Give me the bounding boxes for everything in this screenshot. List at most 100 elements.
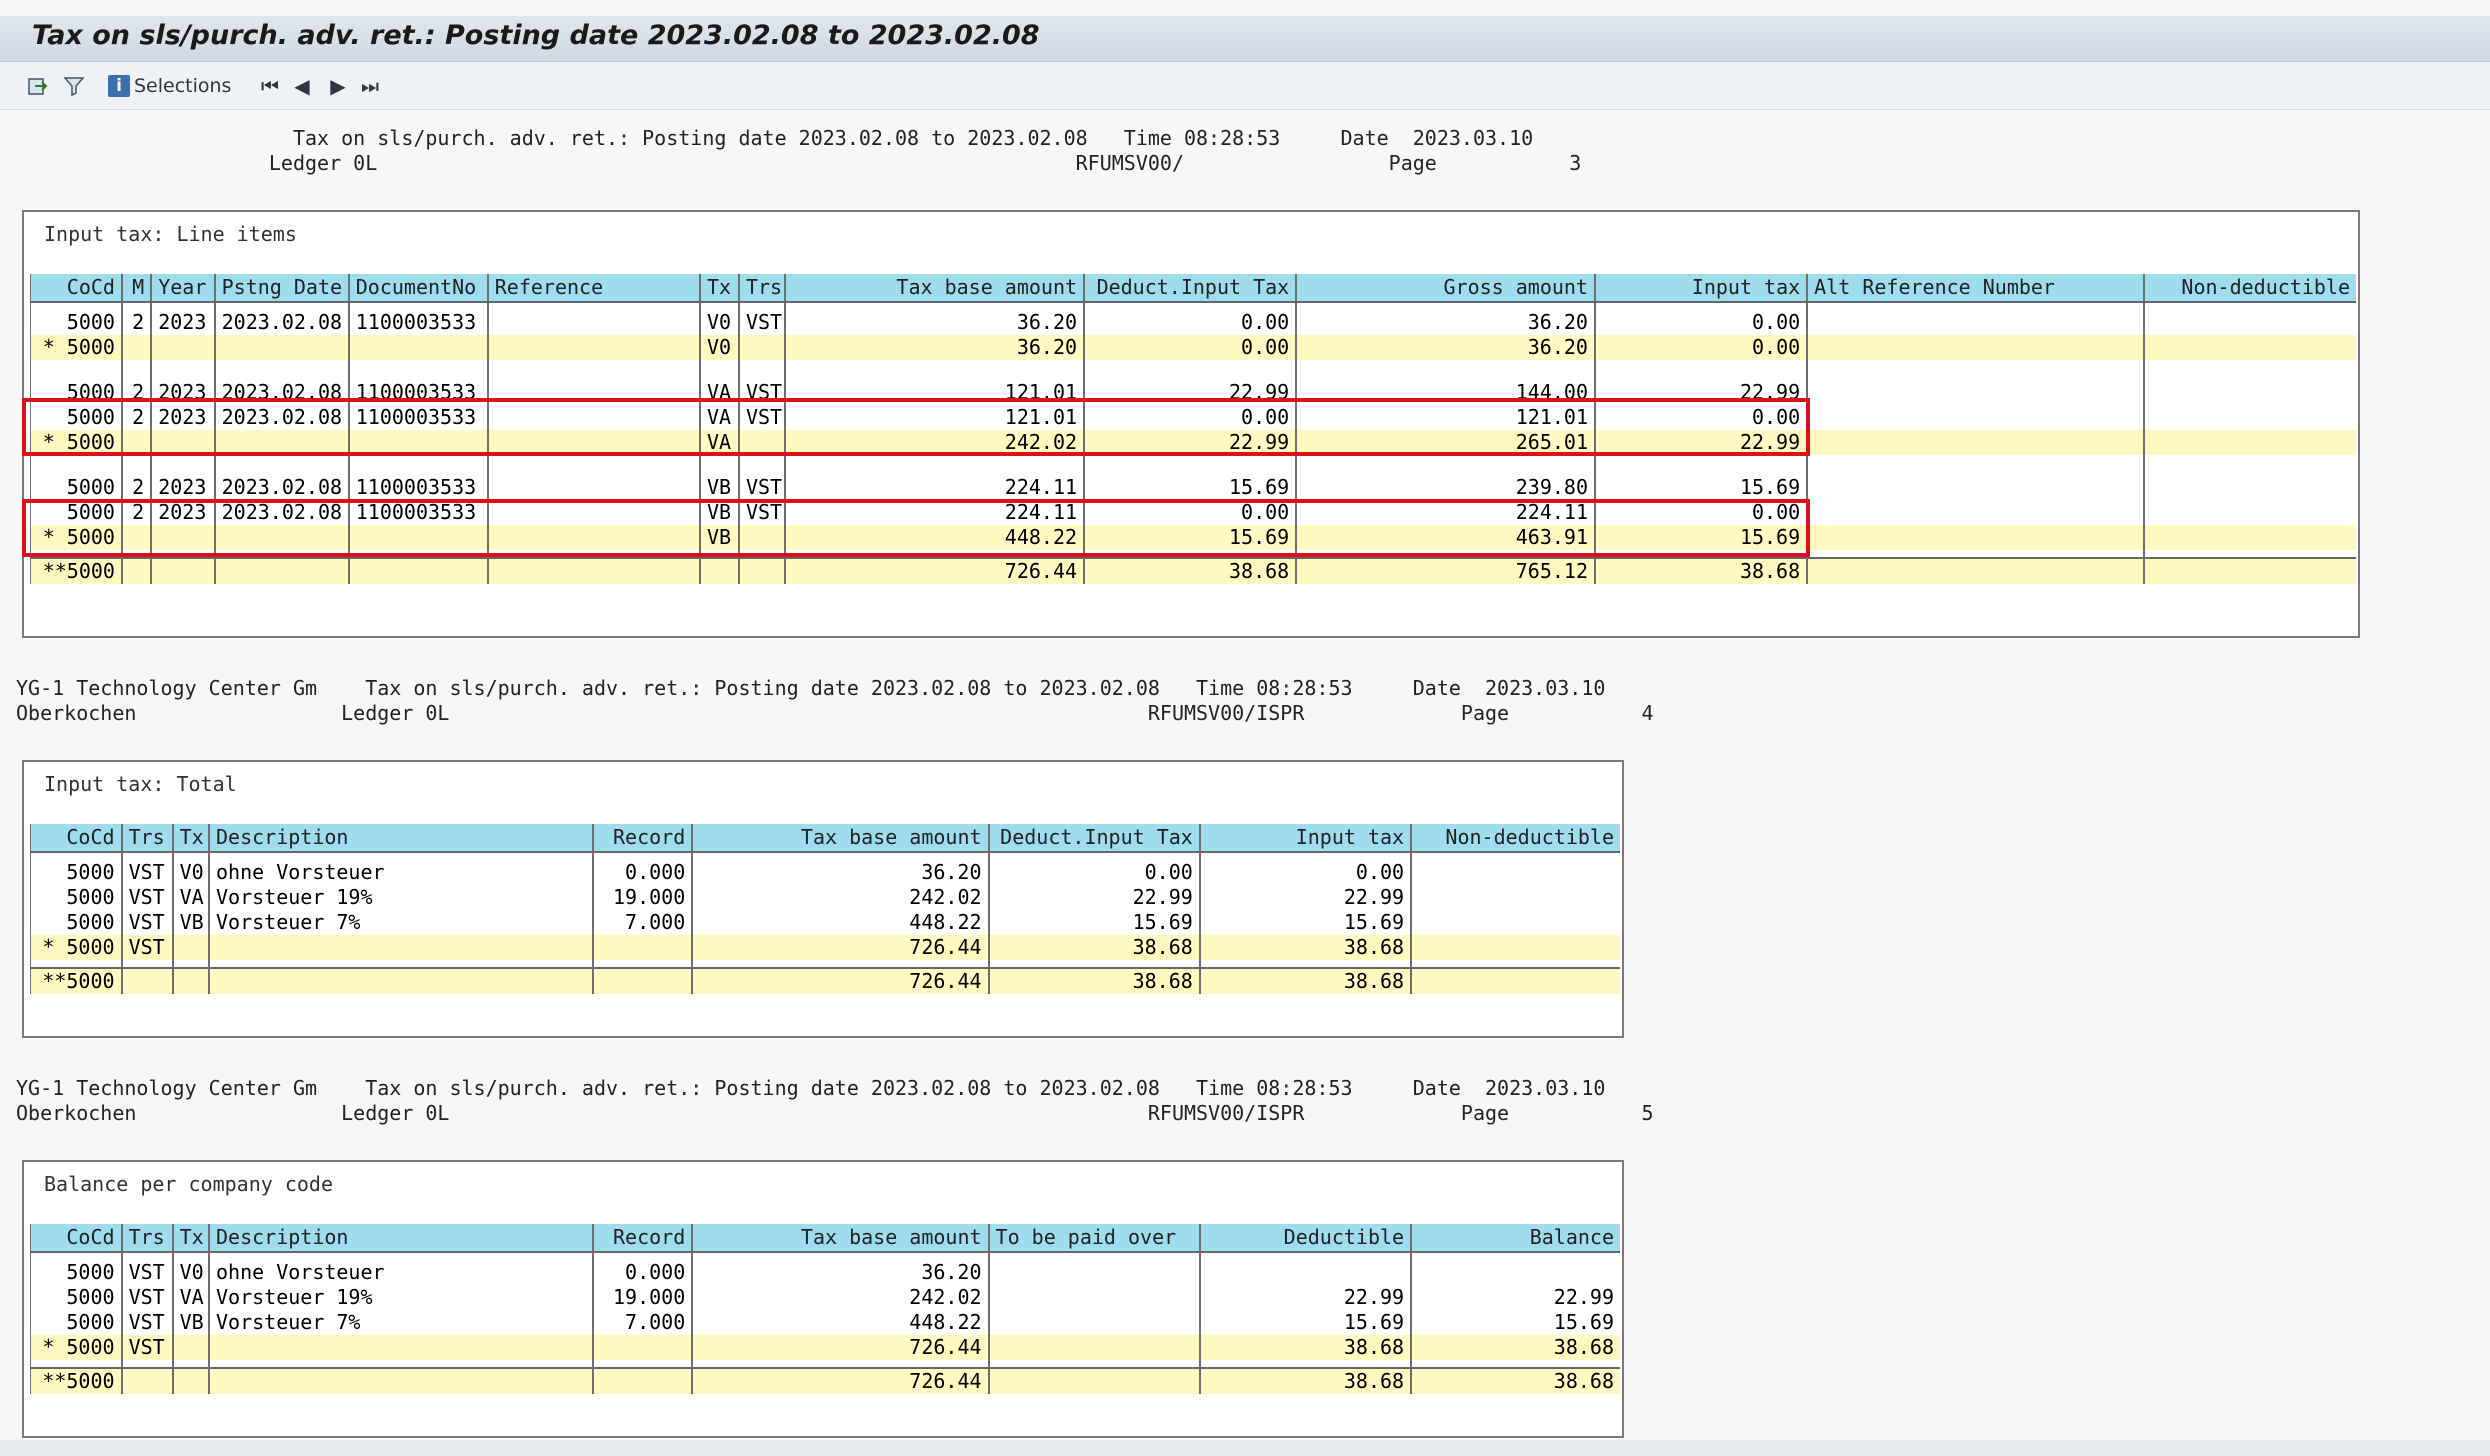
cell: 2023.02.08 bbox=[213, 405, 349, 430]
column-header[interactable]: Tax base amount bbox=[784, 274, 1085, 303]
cell: Vorsteuer 19% bbox=[207, 1285, 593, 1310]
column-header[interactable]: Tx bbox=[171, 824, 209, 853]
column-header[interactable]: Deduct.Input Tax bbox=[1083, 274, 1297, 303]
last-page-icon[interactable]: ⏭ bbox=[361, 74, 379, 98]
cell: 0.00 bbox=[1593, 310, 1808, 335]
cell: ohne Vorsteuer bbox=[207, 860, 593, 885]
title-bar: Tax on sls/purch. adv. ret.: Posting dat… bbox=[0, 16, 2490, 62]
balance-table: CoCd Trs Tx Description Record Tax base amoun… bbox=[29, 1224, 1620, 1394]
cell: 0.00 bbox=[987, 860, 1200, 885]
column-header[interactable]: Trs bbox=[737, 274, 786, 303]
subtotal-row[interactable]: * 5000 VST 726.44 38.68 38.68 bbox=[29, 1335, 1620, 1360]
total-row[interactable]: **5000 726.44 38.68 38.68 bbox=[29, 1367, 1620, 1394]
column-header[interactable]: Trs bbox=[120, 824, 173, 853]
first-page-icon[interactable]: ⏮ bbox=[261, 74, 279, 98]
column-header[interactable]: Description bbox=[207, 824, 593, 853]
previous-page-icon[interactable]: ◀ bbox=[294, 74, 310, 98]
column-header[interactable]: Year bbox=[150, 274, 215, 303]
table-row[interactable]: 5000 VST V0 ohne Vorsteuer 0.000 36.20 0.00 0.0… bbox=[29, 860, 1620, 885]
column-header[interactable]: Tx bbox=[171, 1224, 209, 1253]
column-header[interactable]: CoCd bbox=[29, 824, 122, 853]
cell bbox=[1198, 1260, 1412, 1285]
cell bbox=[347, 525, 488, 550]
table-row[interactable]: 5000 VST VB Vorsteuer 7% 7.000 448.22 15.69 15.… bbox=[29, 1310, 1620, 1335]
cell: 144.00 bbox=[1295, 380, 1595, 405]
column-header[interactable]: Reference bbox=[486, 274, 700, 303]
cell: 38.68 bbox=[1198, 935, 1412, 960]
column-header[interactable]: Description bbox=[207, 1224, 593, 1253]
cell: VST bbox=[737, 475, 786, 500]
selections-button[interactable]: i Selections bbox=[108, 72, 231, 100]
column-header[interactable]: Gross amount bbox=[1295, 274, 1595, 303]
cell bbox=[347, 557, 488, 584]
table-row[interactable]: 5000 2 2023 2023.02.08 1100003533 VB VST 224.11… bbox=[29, 475, 2356, 500]
cell: 22.99 bbox=[1083, 380, 1297, 405]
table-row[interactable]: 5000 VST VB Vorsteuer 7% 7.000 448.22 15.69 15.… bbox=[29, 910, 1620, 935]
table-row[interactable]: 5000 2 2023 2023.02.08 1100003533 VA VST 121.01… bbox=[29, 405, 2356, 430]
cell: 121.01 bbox=[784, 405, 1085, 430]
cell bbox=[213, 525, 349, 550]
cell: 22.99 bbox=[1198, 1285, 1412, 1310]
table-row[interactable]: 5000 2 2023 2023.02.08 1100003533 VB VST 224.11… bbox=[29, 500, 2356, 525]
column-header[interactable]: Non-deductible bbox=[2142, 274, 2356, 303]
column-header[interactable]: DocumentNo bbox=[347, 274, 488, 303]
cell bbox=[150, 335, 215, 360]
cell: 36.20 bbox=[784, 310, 1085, 335]
column-header[interactable]: Record bbox=[591, 1224, 693, 1253]
cell: 5000 bbox=[29, 860, 122, 885]
column-header[interactable]: Trs bbox=[120, 1224, 173, 1253]
column-header[interactable]: Record bbox=[591, 824, 693, 853]
table-row[interactable]: 5000 VST VA Vorsteuer 19% 19.000 242.02 22.99 2… bbox=[29, 885, 1620, 910]
column-header[interactable]: Alt Reference Number bbox=[1806, 274, 2144, 303]
cell bbox=[171, 967, 209, 994]
column-header[interactable]: CoCd bbox=[29, 274, 122, 303]
column-header[interactable]: Input tax bbox=[1593, 274, 1808, 303]
cell: ohne Vorsteuer bbox=[207, 1260, 593, 1285]
cell bbox=[207, 967, 593, 994]
subtotal-row[interactable]: * 5000 VST 726.44 38.68 38.68 bbox=[29, 935, 1620, 960]
column-header[interactable]: To be paid over bbox=[987, 1224, 1200, 1253]
next-page-icon[interactable]: ▶ bbox=[330, 74, 346, 98]
subtotal-row[interactable]: * 5000 VB 448.22 15.69 463.91 15.69 bbox=[29, 525, 2356, 550]
export-icon[interactable] bbox=[24, 72, 52, 100]
cell bbox=[1410, 967, 1620, 994]
column-header[interactable]: Balance bbox=[1410, 1224, 1620, 1253]
column-header[interactable]: Deduct.Input Tax bbox=[987, 824, 1200, 853]
total-row[interactable]: **5000 726.44 38.68 38.68 bbox=[29, 967, 1620, 994]
cell bbox=[486, 380, 700, 405]
table-row[interactable]: 5000 VST V0 ohne Vorsteuer 0.000 36.20 bbox=[29, 1260, 1620, 1285]
cell bbox=[213, 557, 349, 584]
cell bbox=[207, 1367, 593, 1394]
column-header[interactable]: Tax base amount bbox=[691, 1224, 989, 1253]
column-header[interactable]: Deductible bbox=[1198, 1224, 1412, 1253]
cell bbox=[347, 335, 488, 360]
column-header[interactable]: Pstng Date bbox=[213, 274, 349, 303]
cell: 15.69 bbox=[1198, 1310, 1412, 1335]
table-row[interactable]: 5000 2 2023 2023.02.08 1100003533 V0 VST 36.20 0… bbox=[29, 310, 2356, 335]
cell: VST bbox=[737, 500, 786, 525]
cell bbox=[120, 430, 152, 455]
page3-header-line2: Ledger 0L RFUMSV00/ Page 3 bbox=[16, 151, 1582, 175]
table-row[interactable]: 5000 2 2023 2023.02.08 1100003533 VA VST 121.01… bbox=[29, 380, 2356, 405]
column-header[interactable]: M bbox=[120, 274, 152, 303]
column-header[interactable]: Non-deductible bbox=[1410, 824, 1620, 853]
filter-icon[interactable] bbox=[60, 72, 88, 100]
table-row[interactable]: 5000 VST VA Vorsteuer 19% 19.000 242.02 22.99 2… bbox=[29, 1285, 1620, 1310]
column-header[interactable]: Tx bbox=[698, 274, 739, 303]
cell: VA bbox=[698, 405, 739, 430]
cell: 15.69 bbox=[1593, 475, 1808, 500]
subtotal-row[interactable]: * 5000 VA 242.02 22.99 265.01 22.99 bbox=[29, 430, 2356, 455]
column-header[interactable]: Tax base amount bbox=[691, 824, 989, 853]
cell bbox=[1806, 430, 2144, 455]
cell: VA bbox=[698, 380, 739, 405]
cell bbox=[213, 430, 349, 455]
cell: 38.68 bbox=[1083, 557, 1297, 584]
cell bbox=[213, 335, 349, 360]
total-row[interactable]: **5000 726.44 38.68 765.12 38.68 bbox=[29, 557, 2356, 584]
column-header[interactable]: CoCd bbox=[29, 1224, 122, 1253]
subtotal-row[interactable]: * 5000 V0 36.20 0.00 36.20 0.00 bbox=[29, 335, 2356, 360]
column-header[interactable]: Input tax bbox=[1198, 824, 1412, 853]
cell bbox=[120, 525, 152, 550]
cell: 1100003533 bbox=[347, 310, 488, 335]
cell: V0 bbox=[171, 1260, 209, 1285]
